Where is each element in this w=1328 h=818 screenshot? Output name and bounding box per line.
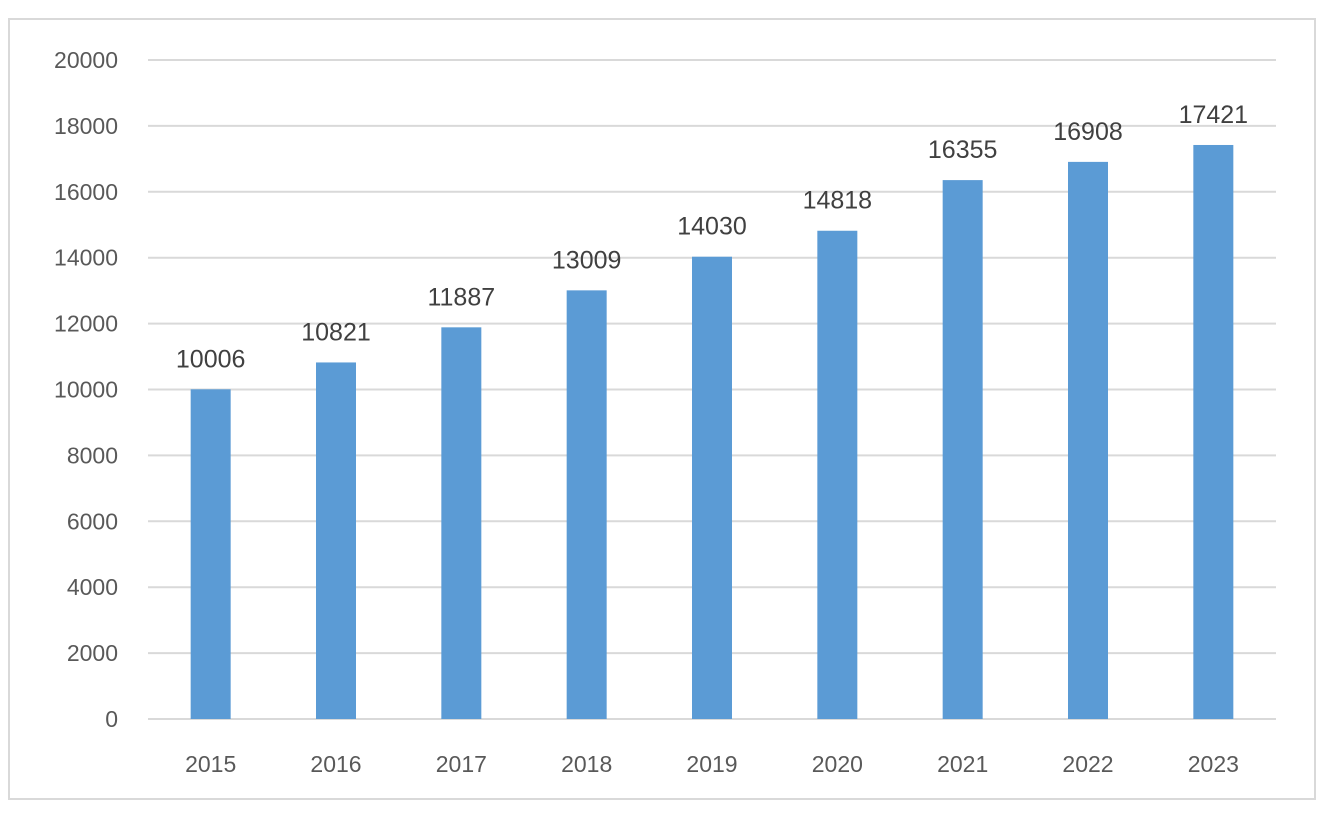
bar-2016 [316,362,356,719]
y-tick-label: 10000 [54,377,118,403]
data-labels: 10006 10821 11887 13009 14030 14818 16355 16908… [176,101,1248,373]
bar-2015 [190,389,231,719]
x-tick-label: 2018 [561,751,612,777]
y-tick-label: 12000 [54,311,118,337]
y-tick-label: 2000 [67,640,118,666]
bar-2020 [817,230,858,720]
x-tick-label: 2017 [436,751,487,777]
data-label: 14030 [677,213,747,241]
x-tick-label: 2016 [310,751,361,777]
data-label: 11887 [427,283,495,311]
data-label: 13009 [552,246,622,274]
y-tick-label: 14000 [54,245,118,271]
x-tick-label: 2015 [185,751,236,777]
bars [190,144,1234,720]
data-label: 16908 [1053,118,1123,146]
y-axis-ticks: 0 2000 4000 6000 8000 10000 12000 14000 16000 180… [54,47,118,732]
y-tick-label: 6000 [67,508,118,534]
y-tick-label: 20000 [54,47,118,73]
data-label: 14818 [803,187,873,215]
y-tick-label: 18000 [54,113,118,139]
bar-2018 [566,290,607,719]
x-tick-label: 2021 [937,751,988,777]
y-tick-label: 0 [105,706,118,732]
y-tick-label: 16000 [54,179,118,205]
x-tick-label: 2023 [1188,751,1239,777]
bar-2023 [1193,144,1234,720]
bar-2019 [692,256,732,719]
x-tick-label: 2022 [1062,751,1113,777]
y-tick-label: 4000 [67,574,118,600]
data-label: 10006 [176,345,246,373]
x-tick-label: 2019 [686,751,737,777]
y-tick-label: 8000 [67,442,118,468]
x-tick-label: 2020 [812,751,863,777]
data-label: 17421 [1179,101,1249,129]
bar-2017 [441,327,482,719]
bar-2022 [1068,161,1108,719]
data-label: 16355 [928,136,998,164]
bar-2021 [942,180,983,719]
data-label: 10821 [301,318,371,346]
x-axis-ticks: 2015 2016 2017 2018 2019 2020 2021 2022 2023 [185,751,1239,777]
